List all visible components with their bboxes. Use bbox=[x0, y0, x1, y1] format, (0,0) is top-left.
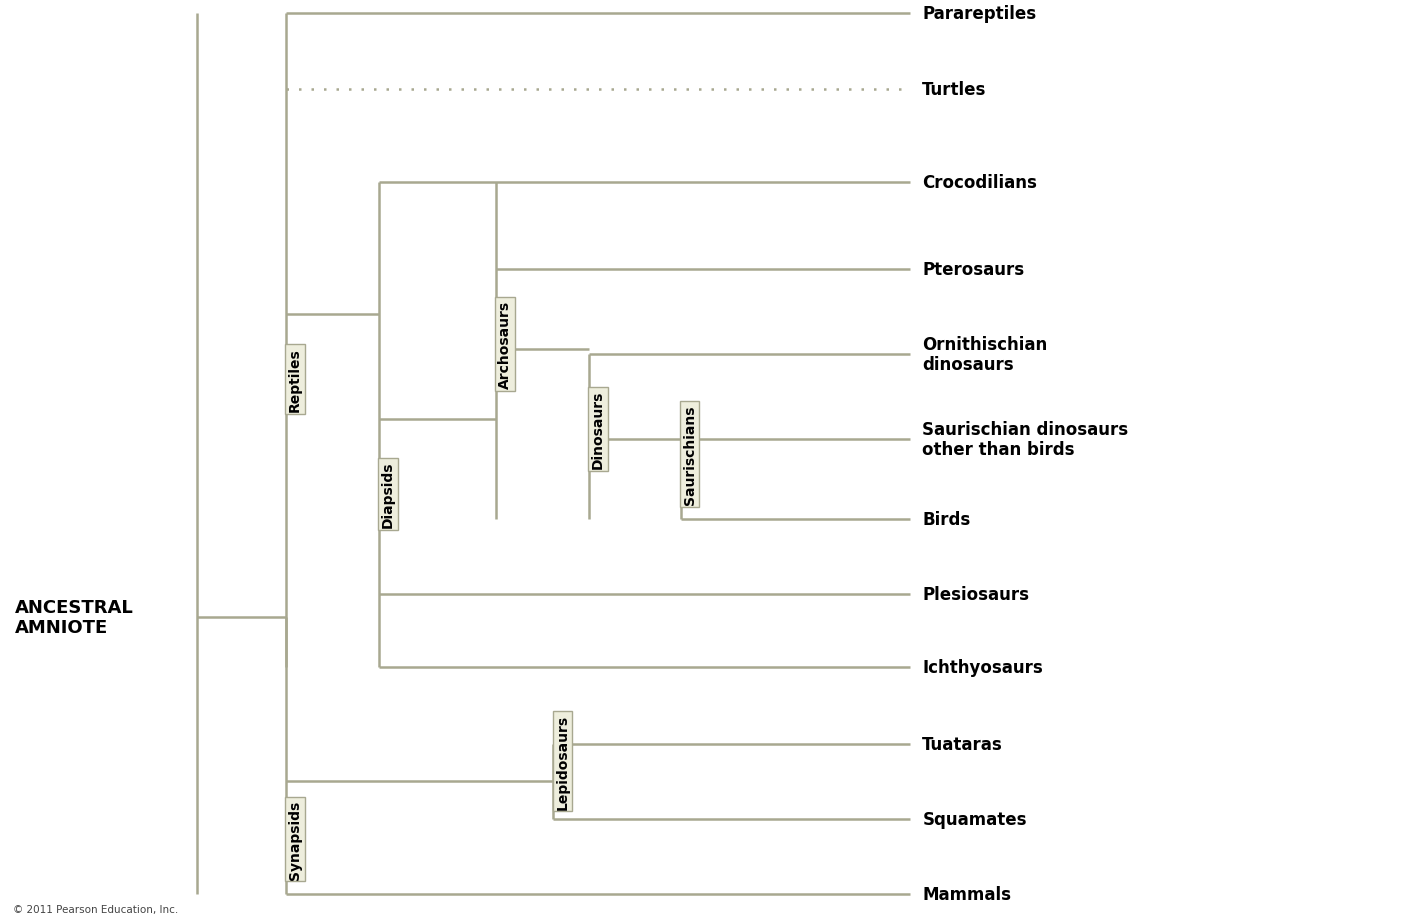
Text: © 2011 Pearson Education, Inc.: © 2011 Pearson Education, Inc. bbox=[13, 904, 178, 914]
Text: Ichthyosaurs: Ichthyosaurs bbox=[923, 658, 1043, 676]
Text: Synapsids: Synapsids bbox=[289, 800, 303, 879]
Text: Archosaurs: Archosaurs bbox=[498, 301, 512, 389]
Text: Mammals: Mammals bbox=[923, 885, 1011, 903]
Text: Turtles: Turtles bbox=[923, 81, 987, 99]
Text: Saurischians: Saurischians bbox=[683, 404, 697, 505]
Text: Ornithischian
dinosaurs: Ornithischian dinosaurs bbox=[923, 335, 1047, 374]
Text: Plesiosaurs: Plesiosaurs bbox=[923, 585, 1029, 604]
Text: ANCESTRAL
AMNIOTE: ANCESTRAL AMNIOTE bbox=[15, 598, 135, 637]
Text: Tuataras: Tuataras bbox=[923, 735, 1002, 754]
Text: Reptiles: Reptiles bbox=[289, 347, 303, 412]
Text: Parareptiles: Parareptiles bbox=[923, 5, 1036, 23]
Text: Birds: Birds bbox=[923, 510, 970, 528]
Text: Diapsids: Diapsids bbox=[381, 461, 395, 528]
Text: Crocodilians: Crocodilians bbox=[923, 174, 1037, 192]
Text: Squamates: Squamates bbox=[923, 811, 1026, 828]
Text: Lepidosaurs: Lepidosaurs bbox=[555, 714, 569, 809]
Text: Pterosaurs: Pterosaurs bbox=[923, 261, 1025, 278]
Text: Saurischian dinosaurs
other than birds: Saurischian dinosaurs other than birds bbox=[923, 420, 1129, 459]
Text: Dinosaurs: Dinosaurs bbox=[592, 391, 604, 469]
